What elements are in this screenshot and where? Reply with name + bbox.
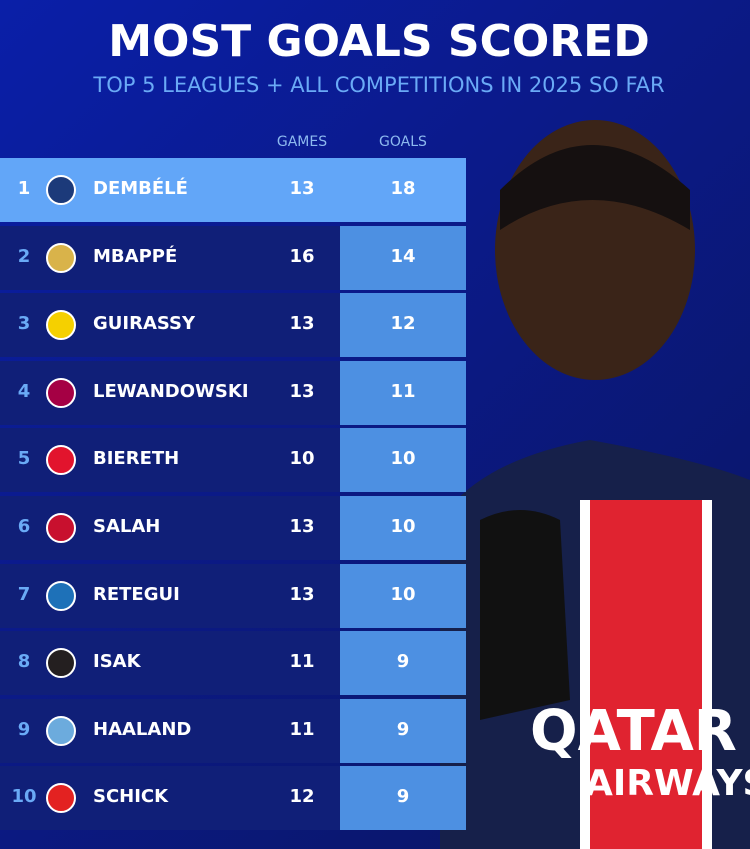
player-name: SCHICK [93, 786, 169, 808]
goals-cell: 18 [340, 158, 466, 222]
games-value: 16 [289, 245, 315, 267]
goals-cell: 9 [340, 766, 466, 831]
table-row: 9 9 HAALAND 11 [0, 698, 466, 763]
goals-value: 9 [396, 786, 410, 808]
rank: 1 [17, 178, 31, 199]
player-name: BIERETH [93, 448, 180, 470]
goals-value: 18 [390, 178, 416, 199]
rank: 5 [17, 448, 31, 470]
real-madrid-crest-icon [46, 242, 76, 273]
games-value: 13 [289, 380, 315, 402]
rank: 6 [17, 516, 31, 537]
rank: 8 [17, 651, 31, 673]
man-city-crest-icon [46, 715, 76, 746]
barcelona-crest-icon [46, 377, 76, 408]
player-name: HAALAND [93, 718, 192, 740]
table-row: 11 4 LEWANDOWSKI 13 [0, 360, 466, 425]
rank: 9 [17, 718, 31, 740]
player-name: RETEGUI [93, 583, 180, 605]
liverpool-crest-icon [46, 513, 76, 543]
atalanta-crest-icon [46, 580, 76, 611]
goals-value: 9 [396, 651, 410, 673]
games-value: 12 [289, 786, 315, 808]
goals-cell: 9 [340, 631, 466, 696]
games-value: 10 [289, 448, 315, 470]
rank: 2 [17, 245, 31, 267]
monaco-crest-icon [46, 445, 76, 476]
games-value: 13 [289, 178, 315, 199]
table-row: 18 1 DEMBÉLÉ 13 [0, 158, 466, 222]
table-row: 10 6 SALAH 13 [0, 496, 466, 560]
goals-cell: 10 [340, 563, 466, 628]
player-name: LEWANDOWSKI [93, 380, 249, 402]
player-name: GUIRASSY [93, 313, 196, 335]
goals-cell: 14 [340, 225, 466, 290]
column-header-goals: GOALS [379, 134, 427, 150]
goals-cell: 10 [340, 428, 466, 493]
table-row: 14 2 MBAPPÉ 16 [0, 225, 466, 290]
page-title: MOST GOALS SCORED [108, 16, 650, 67]
table-row: 9 8 ISAK 11 [0, 631, 466, 696]
goals-value: 10 [390, 516, 416, 537]
games-value: 13 [289, 313, 315, 335]
table-row: 12 3 GUIRASSY 13 [0, 293, 466, 358]
goals-value: 10 [390, 448, 416, 470]
player-name: SALAH [93, 516, 161, 537]
psg-crest-icon [46, 175, 76, 205]
player-name: DEMBÉLÉ [93, 178, 188, 199]
table-row: 10 5 BIERETH 10 [0, 428, 466, 493]
svg-text:QATAR: QATAR [530, 699, 737, 764]
player-photo: QATAR AIRWAYS [440, 120, 750, 849]
player-name: MBAPPÉ [93, 245, 178, 267]
player-name: ISAK [93, 651, 141, 673]
games-value: 11 [289, 651, 315, 673]
page-subtitle: TOP 5 LEAGUES + ALL COMPETITIONS IN 2025… [93, 73, 665, 97]
rank: 3 [17, 313, 31, 335]
goals-value: 12 [390, 313, 416, 335]
table-row: 9 10 SCHICK 12 [0, 766, 466, 831]
goals-value: 10 [390, 583, 416, 605]
svg-text:AIRWAYS: AIRWAYS [585, 763, 750, 804]
games-value: 11 [289, 718, 315, 740]
games-value: 13 [289, 516, 315, 537]
leverkusen-crest-icon [46, 783, 76, 814]
rank: 4 [17, 380, 31, 402]
goals-value: 9 [396, 718, 410, 740]
table-row: 10 7 RETEGUI 13 [0, 563, 466, 628]
rank: 10 [11, 786, 37, 808]
goals-value: 14 [390, 245, 416, 267]
rank: 7 [17, 583, 31, 605]
goals-cell: 9 [340, 698, 466, 763]
games-value: 13 [289, 583, 315, 605]
newcastle-crest-icon [46, 648, 76, 679]
goals-cell: 10 [340, 496, 466, 560]
goals-value: 11 [390, 380, 416, 402]
goals-cell: 11 [340, 360, 466, 425]
goals-cell: 12 [340, 293, 466, 358]
column-header-games: GAMES [276, 134, 328, 150]
dortmund-crest-icon [46, 310, 76, 341]
